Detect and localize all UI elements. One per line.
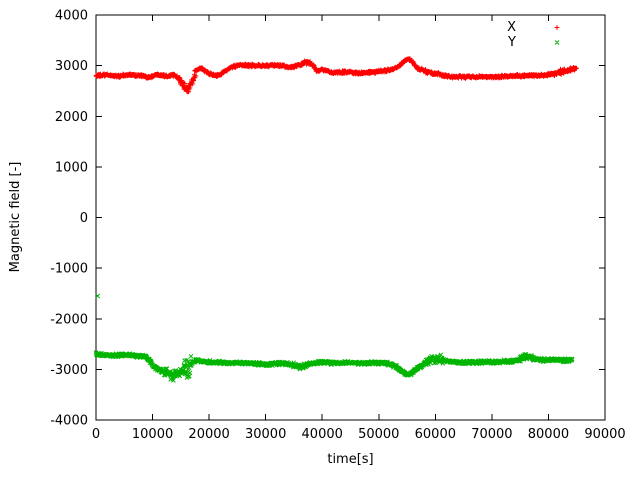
y-axis-title: Magnetic field [-] <box>8 161 23 273</box>
x-tick-label: 10000 <box>132 427 173 442</box>
series-X-points <box>93 25 579 95</box>
y-tick-label: 3000 <box>55 59 88 74</box>
y-tick-label: -4000 <box>50 414 88 429</box>
x-tick-label: 60000 <box>415 427 456 442</box>
x-tick-label: 30000 <box>245 427 286 442</box>
x-tick-label: 40000 <box>302 427 343 442</box>
legend: X Y <box>460 20 564 50</box>
x-tick-label: 70000 <box>471 427 512 442</box>
x-tick-label: 50000 <box>358 427 399 442</box>
x-tick-label: 0 <box>92 427 100 442</box>
x-axis-title: time[s] <box>327 452 374 467</box>
legend-row-y: Y <box>460 35 564 50</box>
y-tick-label: 0 <box>80 211 88 226</box>
x-tick-label: 80000 <box>528 427 569 442</box>
x-tick-label: 90000 <box>584 427 625 442</box>
y-tick-label: 1000 <box>55 160 88 175</box>
series-Y-points <box>93 40 575 383</box>
legend-label-x: X <box>507 20 516 35</box>
x-tick-label: 20000 <box>188 427 229 442</box>
axis-ticks <box>95 14 606 421</box>
y-tick-label: 4000 <box>55 9 88 24</box>
y-tick-label: -2000 <box>50 312 88 327</box>
legend-row-x: X <box>460 20 564 35</box>
y-tick-label: -3000 <box>50 363 88 378</box>
legend-label-y: Y <box>508 35 516 50</box>
y-tick-label: 2000 <box>55 110 88 125</box>
y-tick-label: -1000 <box>50 262 88 277</box>
